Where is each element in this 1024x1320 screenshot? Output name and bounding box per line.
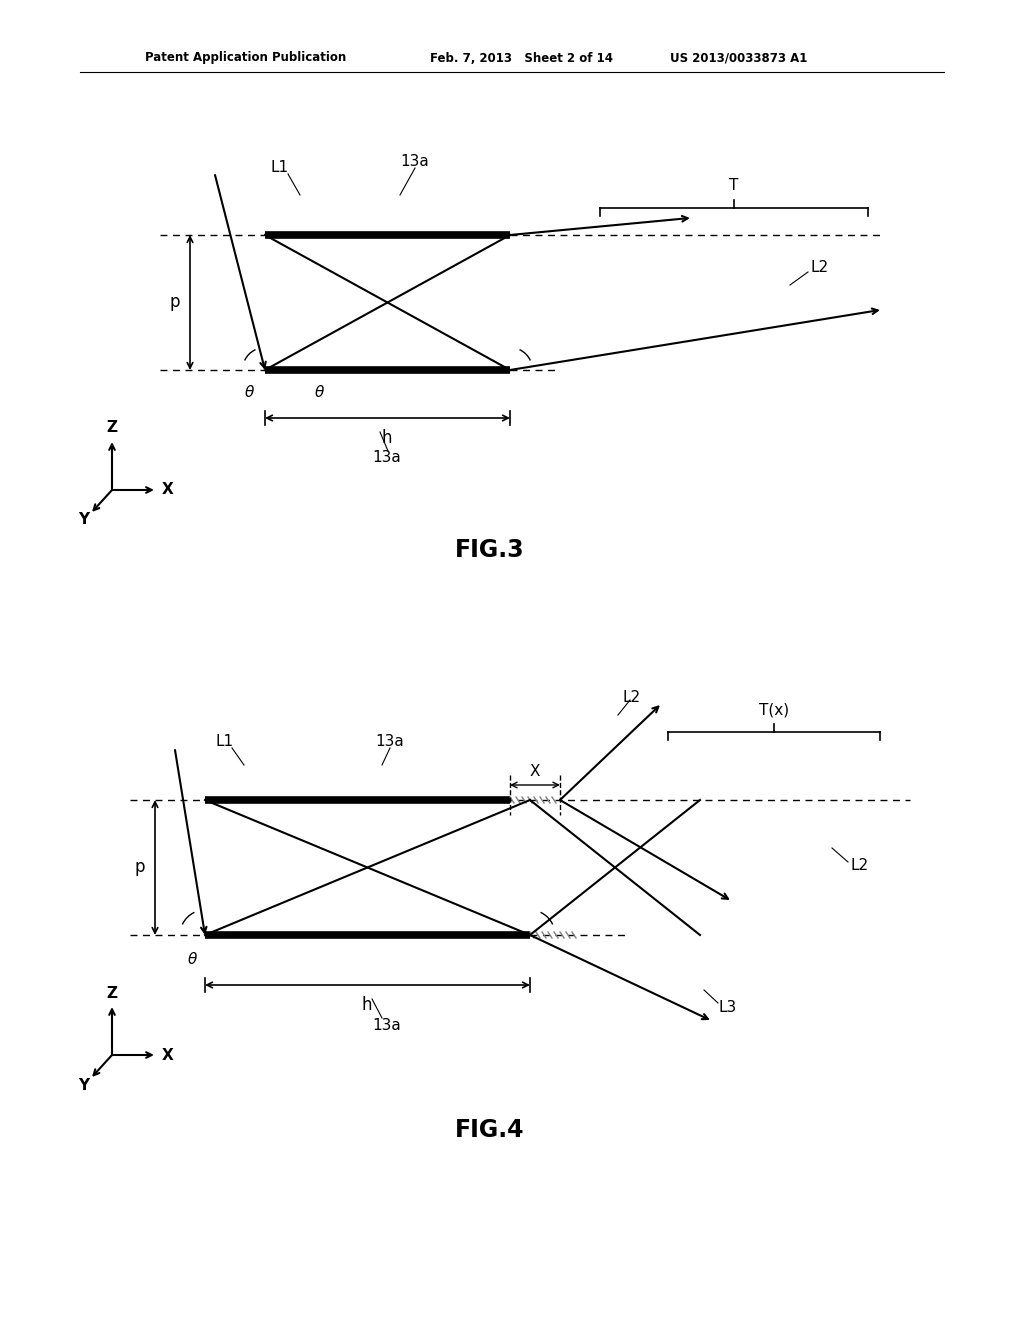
Text: 13a: 13a bbox=[373, 450, 401, 466]
Text: L2: L2 bbox=[810, 260, 828, 276]
Text: T: T bbox=[729, 178, 738, 194]
Text: L3: L3 bbox=[718, 999, 736, 1015]
Text: L2: L2 bbox=[622, 690, 640, 705]
Text: FIG.4: FIG.4 bbox=[456, 1118, 524, 1142]
Text: 13a: 13a bbox=[373, 1018, 401, 1032]
Text: X: X bbox=[529, 764, 541, 780]
Text: p: p bbox=[135, 858, 145, 876]
Text: h: h bbox=[382, 429, 392, 447]
Text: Z: Z bbox=[106, 421, 118, 436]
Text: L1: L1 bbox=[216, 734, 234, 750]
Text: $\theta$: $\theta$ bbox=[314, 384, 326, 400]
Text: L1: L1 bbox=[271, 161, 289, 176]
Text: h: h bbox=[361, 997, 373, 1014]
Text: X: X bbox=[162, 483, 174, 498]
Text: 13a: 13a bbox=[400, 154, 429, 169]
Text: $\theta$: $\theta$ bbox=[245, 384, 256, 400]
Text: FIG.3: FIG.3 bbox=[456, 539, 525, 562]
Text: $\theta$: $\theta$ bbox=[187, 950, 199, 968]
Text: X: X bbox=[162, 1048, 174, 1063]
Text: Patent Application Publication: Patent Application Publication bbox=[145, 51, 346, 65]
Text: Y: Y bbox=[79, 512, 89, 528]
Text: 13a: 13a bbox=[376, 734, 404, 750]
Text: L2: L2 bbox=[850, 858, 868, 873]
Text: p: p bbox=[170, 293, 180, 312]
Text: Feb. 7, 2013   Sheet 2 of 14: Feb. 7, 2013 Sheet 2 of 14 bbox=[430, 51, 613, 65]
Text: Z: Z bbox=[106, 986, 118, 1001]
Text: US 2013/0033873 A1: US 2013/0033873 A1 bbox=[670, 51, 807, 65]
Text: Y: Y bbox=[79, 1077, 89, 1093]
Text: T(x): T(x) bbox=[759, 702, 790, 718]
